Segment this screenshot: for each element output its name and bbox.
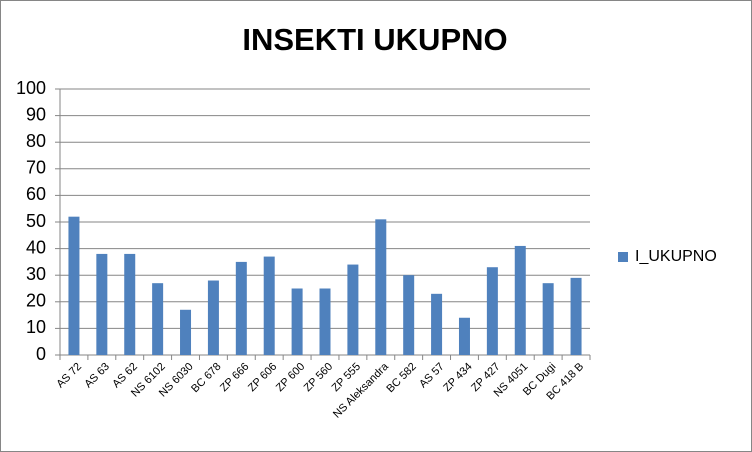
bar xyxy=(68,216,80,355)
bar xyxy=(152,283,164,355)
y-tick-label: 20 xyxy=(26,291,46,311)
bar xyxy=(180,309,192,355)
bar xyxy=(235,261,247,355)
bar xyxy=(291,288,303,355)
bar xyxy=(458,317,470,355)
y-tick-label: 30 xyxy=(26,264,46,284)
bar xyxy=(431,293,443,355)
bar xyxy=(347,264,359,355)
y-tick-label: 100 xyxy=(16,78,46,98)
bar xyxy=(263,256,275,355)
bar xyxy=(124,253,136,355)
bar xyxy=(542,283,554,355)
bar xyxy=(319,288,331,355)
y-tick-label: 0 xyxy=(36,344,46,364)
bar xyxy=(403,275,415,355)
y-tick-label: 80 xyxy=(26,131,46,151)
bar xyxy=(514,245,526,355)
bar xyxy=(207,280,219,355)
bar xyxy=(96,253,108,355)
y-tick-label: 60 xyxy=(26,184,46,204)
y-tick-label: 70 xyxy=(26,158,46,178)
bar xyxy=(570,277,582,355)
chart-title: INSEKTI UKUPNO xyxy=(242,22,507,57)
legend-swatch xyxy=(618,252,628,262)
bar xyxy=(375,219,387,355)
bar xyxy=(486,267,498,355)
y-tick-label: 40 xyxy=(26,237,46,257)
y-tick-label: 90 xyxy=(26,104,46,124)
legend-label: I_UKUPNO xyxy=(635,248,717,265)
y-tick-label: 50 xyxy=(26,211,46,231)
y-tick-label: 10 xyxy=(26,317,46,337)
